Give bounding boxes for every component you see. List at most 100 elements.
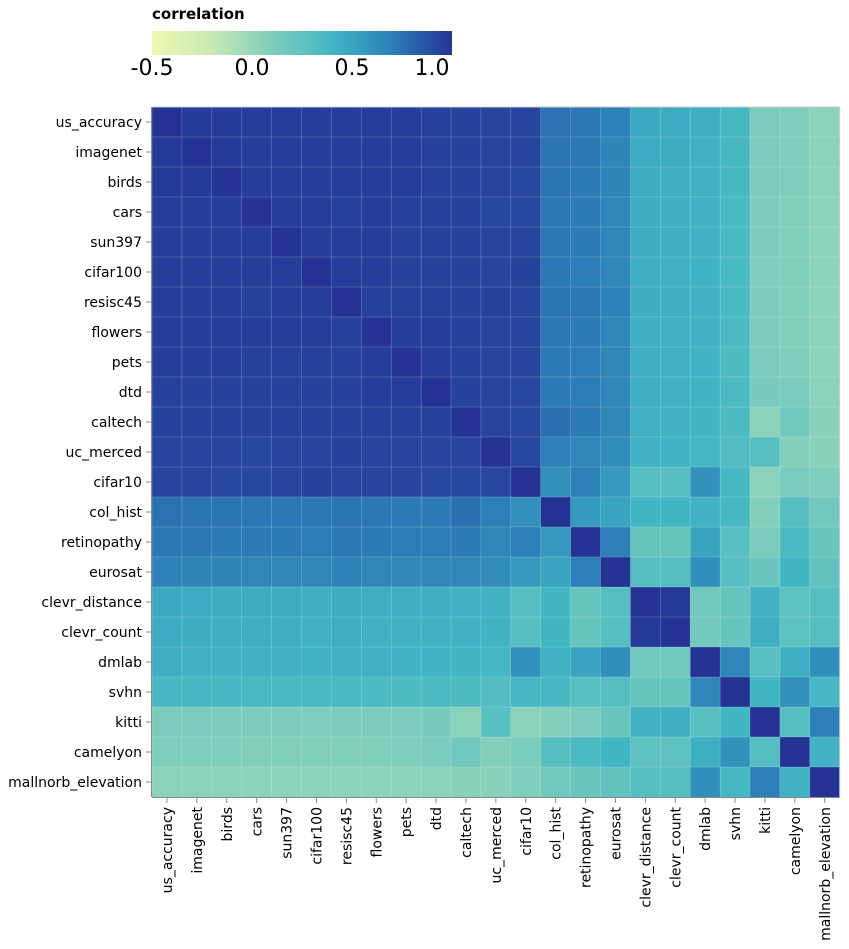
heatmap-cell	[510, 316, 542, 348]
y-tick-label: us_accuracy	[56, 115, 142, 131]
heatmap-cell	[361, 166, 392, 198]
heatmap-cell	[600, 436, 631, 468]
heatmap-cell	[689, 316, 721, 348]
heatmap-cell	[540, 346, 572, 378]
heatmap-cell	[570, 136, 602, 168]
heatmap-cell	[211, 406, 243, 438]
x-axis-labels: us_accuracy imagenet birds cars sun397 cifar1…	[160, 798, 834, 941]
heatmap-cell	[809, 466, 841, 498]
heatmap-cell	[361, 526, 392, 558]
heatmap-cell	[390, 196, 422, 228]
heatmap-cell	[450, 526, 482, 558]
heatmap-cell	[719, 526, 751, 558]
heatmap-cell	[361, 346, 392, 378]
heatmap-cell	[241, 436, 273, 468]
heatmap-cell	[630, 256, 661, 288]
heatmap-cell	[689, 556, 721, 588]
heatmap-cell	[510, 706, 542, 738]
heatmap-cell	[480, 436, 512, 468]
heatmap-cell	[331, 706, 362, 738]
heatmap-cell	[151, 526, 183, 558]
heatmap-cell	[181, 196, 213, 228]
heatmap-cell	[420, 556, 452, 588]
heatmap-cell	[301, 166, 332, 198]
heatmap-cell	[151, 406, 183, 438]
x-tick-label: caltech	[459, 807, 475, 858]
heatmap-cell	[540, 706, 572, 738]
heatmap-cell	[241, 736, 273, 768]
heatmap-cell	[480, 286, 512, 318]
heatmap-cell	[151, 616, 183, 648]
heatmap-cell	[420, 226, 452, 258]
heatmap-cell	[779, 406, 811, 438]
heatmap-cell	[241, 586, 273, 618]
heatmap-cell	[450, 646, 482, 678]
heatmap-cell	[779, 766, 811, 798]
heatmap-cell	[211, 286, 243, 318]
heatmap-cell	[689, 466, 721, 498]
heatmap-cell	[540, 136, 572, 168]
heatmap-cell	[211, 106, 243, 138]
heatmap-cell	[510, 586, 542, 618]
heatmap-cell	[361, 286, 392, 318]
heatmap-cell	[510, 496, 542, 528]
heatmap-cell	[779, 496, 811, 528]
x-tick-label: retinopathy	[579, 807, 595, 888]
heatmap-cell	[809, 496, 841, 528]
heatmap-cell	[361, 766, 392, 798]
heatmap-cell	[331, 166, 362, 198]
heatmap-cell	[660, 706, 691, 738]
heatmap-cell	[211, 166, 243, 198]
heatmap-cell	[450, 706, 482, 738]
heatmap-cell	[570, 376, 602, 408]
heatmap-cell	[271, 766, 303, 798]
heatmap-cell	[540, 616, 572, 648]
heatmap-cell	[719, 766, 751, 798]
heatmap-cell	[361, 196, 392, 228]
heatmap-cell	[301, 646, 332, 678]
heatmap-cell	[540, 646, 572, 678]
heatmap-cell	[570, 766, 602, 798]
heatmap-cell	[749, 646, 781, 678]
heatmap-cell	[181, 286, 213, 318]
heatmap-cell	[600, 466, 631, 498]
heatmap-cell	[450, 586, 482, 618]
heatmap-cell	[211, 766, 243, 798]
heatmap-cell	[390, 166, 422, 198]
heatmap-cell	[181, 226, 213, 258]
heatmap-cell	[241, 106, 273, 138]
heatmap-cell	[390, 586, 422, 618]
heatmap-cell	[480, 136, 512, 168]
heatmap-cell	[660, 736, 691, 768]
heatmap-cell	[390, 646, 422, 678]
heatmap-cell	[570, 316, 602, 348]
heatmap-cell	[600, 226, 631, 258]
heatmap-cell	[600, 646, 631, 678]
heatmap-cell	[241, 526, 273, 558]
heatmap-cell	[151, 376, 183, 408]
heatmap-cell	[450, 106, 482, 138]
heatmap-cell	[450, 406, 482, 438]
y-tick-label: clevr_distance	[41, 595, 142, 611]
heatmap-cell	[361, 616, 392, 648]
heatmap-cell	[660, 406, 691, 438]
heatmap-cell	[361, 556, 392, 588]
heatmap-cell	[809, 346, 841, 378]
heatmap-cell	[779, 676, 811, 708]
y-tick-label: cars	[113, 205, 142, 221]
heatmap-cell	[719, 226, 751, 258]
heatmap-cell	[719, 676, 751, 708]
x-tick-label: kitti	[758, 807, 774, 834]
heatmap-cell	[719, 136, 751, 168]
heatmap-cell	[420, 166, 452, 198]
heatmap-cell	[211, 496, 243, 528]
heatmap-cell	[151, 106, 183, 138]
y-tick-label: eurosat	[89, 565, 142, 581]
heatmap-cell	[241, 196, 273, 228]
heatmap-cell	[241, 346, 273, 378]
heatmap-cell	[809, 616, 841, 648]
heatmap-cell	[749, 406, 781, 438]
heatmap-cell	[719, 436, 751, 468]
y-tick-label: mallnorb_elevation	[8, 775, 142, 791]
heatmap-cell	[570, 556, 602, 588]
